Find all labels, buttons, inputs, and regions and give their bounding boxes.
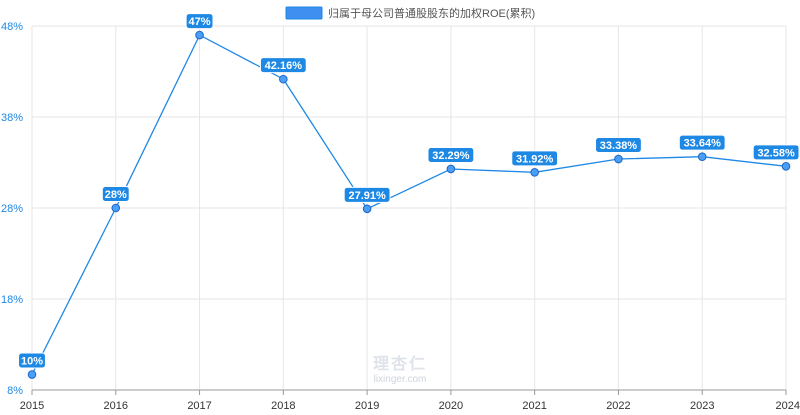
data-labels: 10% 28% 47% 42.16% 27.91% 32.29% 31.92% 33.38% 3… — [18, 13, 800, 369]
data-point[interactable] — [195, 30, 204, 40]
x-tick-label: 2022 — [606, 400, 630, 412]
y-tick-label: 28% — [1, 203, 23, 215]
data-label-bg — [511, 150, 559, 167]
data-label: 10% — [18, 352, 46, 369]
y-tick-label: 18% — [1, 294, 23, 306]
y-axis: 8% 18% 28% 38% 48% — [1, 21, 23, 397]
data-point[interactable] — [27, 370, 37, 379]
legend[interactable]: 归属于母公司普通股股东的加权ROE(累积) — [285, 6, 535, 20]
data-label-bg — [259, 57, 307, 74]
data-label: 32.58% — [752, 144, 800, 161]
y-tick-label: 38% — [1, 112, 23, 124]
data-point[interactable] — [446, 164, 456, 174]
data-label-text: 31.92% — [516, 153, 554, 165]
data-label: 31.92% — [511, 150, 559, 167]
legend-swatch — [285, 6, 323, 20]
x-tick-label: 2023 — [690, 400, 714, 412]
data-label: 42.16% — [259, 57, 307, 74]
data-point[interactable] — [111, 203, 121, 213]
data-label-text: 10% — [21, 356, 43, 368]
y-tick-label: 8% — [7, 385, 23, 397]
grid — [31, 25, 787, 391]
data-label-bg — [18, 352, 46, 369]
x-tick-label: 2020 — [439, 400, 463, 412]
data-label: 33.64% — [678, 134, 726, 151]
x-tick-label: 2019 — [355, 400, 379, 412]
data-label: 33.38% — [595, 137, 642, 154]
data-label-bg — [752, 144, 800, 161]
x-tick-label: 2018 — [271, 400, 295, 412]
data-label: 28% — [101, 186, 130, 202]
x-tick-label: 2015 — [20, 400, 44, 412]
data-point[interactable] — [530, 168, 539, 177]
data-label-bg — [185, 13, 214, 30]
series-roe — [27, 30, 791, 379]
watermark-cn: 理杏仁 — [373, 354, 427, 373]
data-point[interactable] — [781, 162, 791, 171]
data-label-bg — [101, 186, 130, 202]
watermark: 理杏仁 lixinger.com — [373, 354, 427, 385]
watermark-en: lixinger.com — [374, 374, 427, 385]
data-label-bg — [427, 146, 475, 163]
data-point[interactable] — [279, 74, 288, 84]
data-label: 27.91% — [343, 186, 391, 203]
x-tick-label: 2024 — [776, 400, 800, 412]
data-label-text: 33.64% — [684, 138, 722, 150]
data-label-text: 47% — [189, 16, 211, 28]
data-label-bg — [343, 186, 391, 203]
data-label: 47% — [185, 13, 214, 30]
data-point[interactable] — [614, 154, 623, 164]
data-label-text: 28% — [105, 189, 127, 201]
data-label-bg — [595, 137, 642, 154]
x-axis: 2015 2016 2017 2018 2019 2020 2021 2022 2023 2024 — [20, 389, 800, 412]
data-label-text: 42.16% — [265, 60, 303, 72]
data-point[interactable] — [697, 152, 707, 161]
series-line — [31, 34, 787, 375]
legend-label: 归属于母公司普通股股东的加权ROE(累积) — [328, 6, 535, 20]
x-tick-label: 2016 — [104, 400, 128, 412]
x-tick-label: 2017 — [187, 400, 211, 412]
data-label: 32.29% — [427, 146, 475, 163]
y-tick-label: 48% — [1, 21, 23, 33]
data-label-text: 32.29% — [432, 150, 470, 162]
data-label-bg — [678, 134, 726, 151]
data-label-text: 33.38% — [600, 140, 638, 152]
data-label-text: 32.58% — [757, 147, 795, 159]
x-tick-label: 2021 — [522, 400, 546, 412]
data-label-text: 27.91% — [348, 190, 386, 202]
data-point[interactable] — [362, 204, 372, 214]
